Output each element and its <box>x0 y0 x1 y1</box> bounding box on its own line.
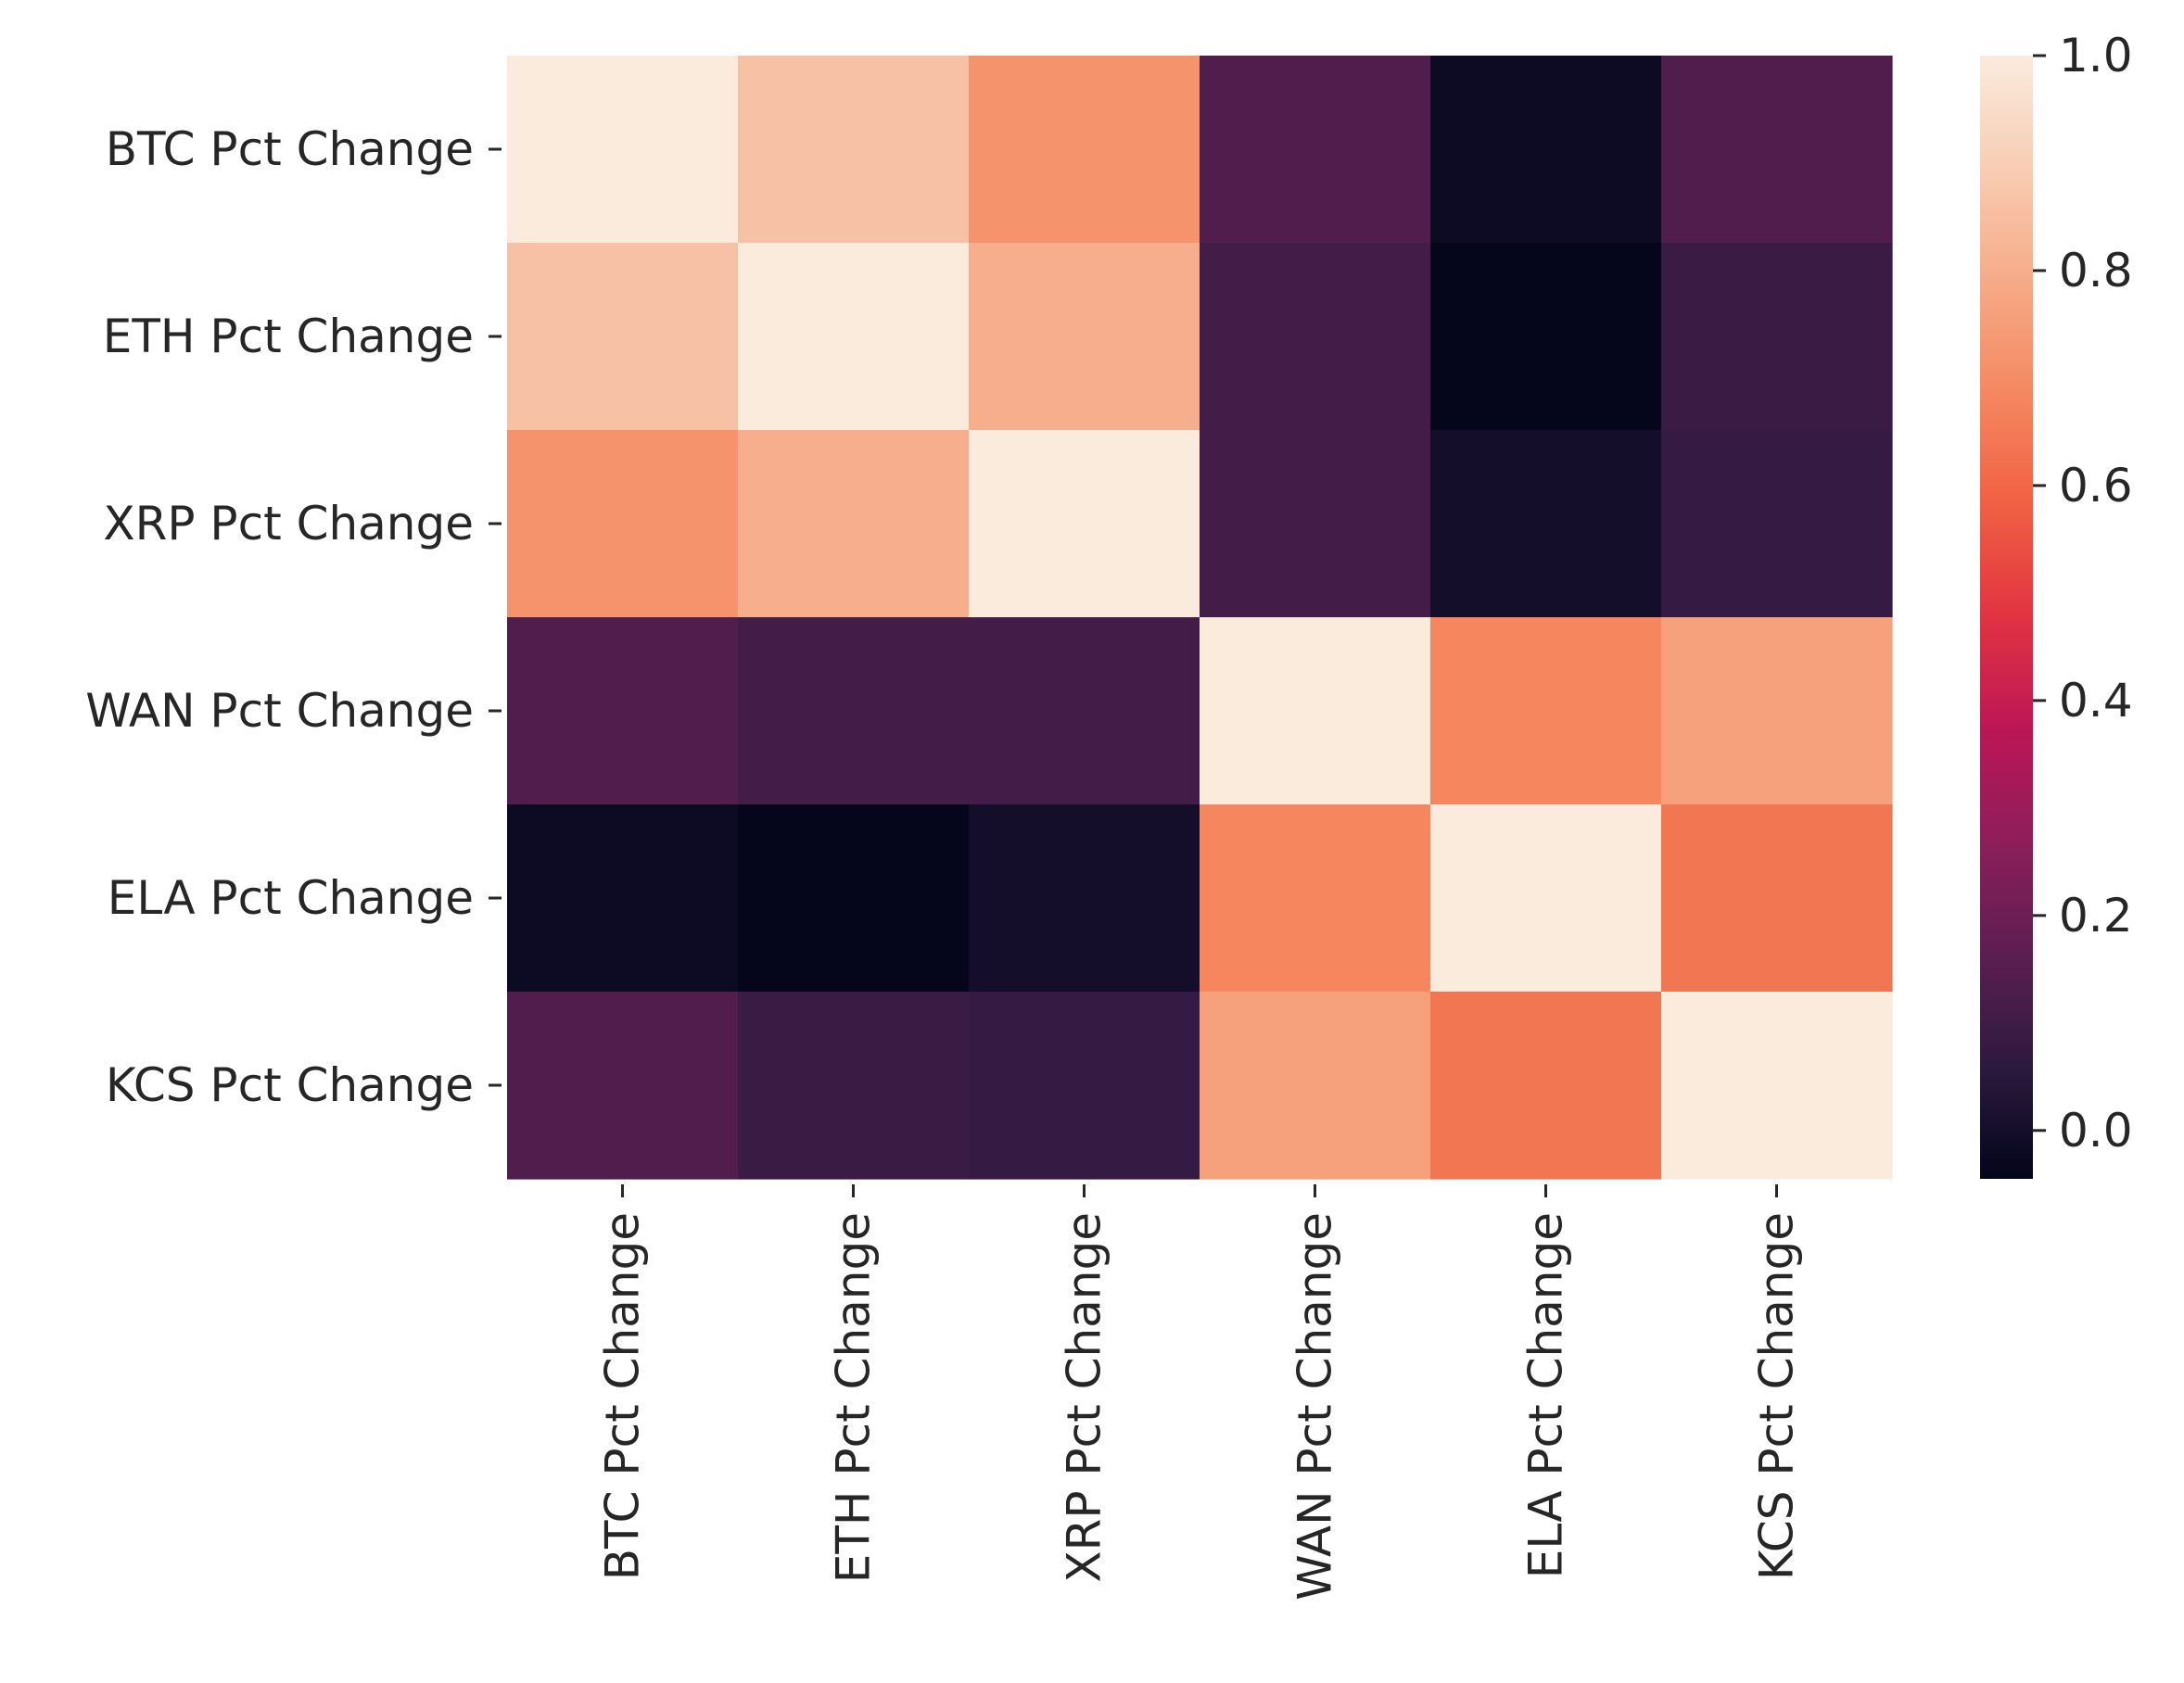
y-tick-label: BTC Pct Change <box>106 122 474 176</box>
colorbar-tick-label: 1.0 <box>2059 29 2133 82</box>
heatmap-cell <box>1430 243 1662 431</box>
y-axis: BTC Pct Change ETH Pct Change XRP Pct Chan… <box>85 122 502 1112</box>
heatmap-cell <box>1430 430 1662 618</box>
x-tick-label: BTC Pct Change <box>596 1212 650 1580</box>
x-tick-label: XRP Pct Change <box>1058 1212 1111 1583</box>
y-tick-label: KCS Pct Change <box>106 1058 474 1112</box>
y-tick-label: ELA Pct Change <box>108 871 474 925</box>
heatmap-cell <box>1430 56 1662 244</box>
x-axis: BTC Pct Change ETH Pct Change XRP Pct Chan… <box>596 1184 1804 1601</box>
heatmap-cell <box>1661 617 1893 805</box>
colorbar: 0.0 0.2 0.4 0.6 0.8 1.0 <box>1980 29 2133 1179</box>
colorbar-gradient <box>1980 56 2033 1179</box>
heatmap-cell <box>1200 56 1431 244</box>
x-tick-label: KCS Pct Change <box>1750 1212 1804 1580</box>
heatmap-cell <box>1661 243 1893 431</box>
heatmap-cell <box>969 992 1200 1180</box>
heatmap-cell <box>969 617 1200 805</box>
x-tick-label: WAN Pct Change <box>1289 1212 1342 1601</box>
heatmap-cell <box>1200 804 1431 993</box>
colorbar-tick-label: 0.4 <box>2059 674 2133 728</box>
colorbar-tick-label: 0.2 <box>2059 889 2133 943</box>
heatmap-cell <box>1200 243 1431 431</box>
heatmap-cell <box>1661 804 1893 993</box>
heatmap-cell <box>969 430 1200 618</box>
heatmap-cell <box>507 992 739 1180</box>
heatmap-cell <box>1200 430 1431 618</box>
heatmap-cell <box>1430 617 1662 805</box>
heatmap-cell <box>1430 804 1662 993</box>
heatmap-cell <box>507 430 739 618</box>
heatmap-cell <box>507 243 739 431</box>
y-tick-label: WAN Pct Change <box>85 684 474 738</box>
heatmap-cell <box>738 56 970 244</box>
heatmap-cell <box>1430 992 1662 1180</box>
heatmap-cell <box>969 56 1200 244</box>
heatmap-cell <box>738 617 970 805</box>
x-tick-label: ETH Pct Change <box>827 1212 881 1583</box>
heatmap-cell <box>1661 430 1893 618</box>
heatmap-cells <box>507 56 1893 1180</box>
heatmap-cell <box>738 243 970 431</box>
colorbar-tick-label: 0.0 <box>2059 1104 2133 1158</box>
heatmap-cell <box>969 804 1200 993</box>
heatmap-cell <box>507 804 739 993</box>
colorbar-tick-label: 0.6 <box>2059 459 2133 512</box>
y-tick-label: ETH Pct Change <box>103 310 474 363</box>
colorbar-tick-label: 0.8 <box>2059 244 2133 297</box>
heatmap-cell <box>738 430 970 618</box>
x-tick-label: ELA Pct Change <box>1519 1212 1573 1578</box>
heatmap-cell <box>738 804 970 993</box>
heatmap-cell <box>1661 56 1893 244</box>
y-tick-label: XRP Pct Change <box>103 497 474 550</box>
heatmap-cell <box>507 617 739 805</box>
heatmap-cell <box>969 243 1200 431</box>
heatmap-cell <box>507 56 739 244</box>
heatmap-cell <box>1661 992 1893 1180</box>
heatmap-cell <box>1200 992 1431 1180</box>
heatmap-cell <box>738 992 970 1180</box>
heatmap-cell <box>1200 617 1431 805</box>
